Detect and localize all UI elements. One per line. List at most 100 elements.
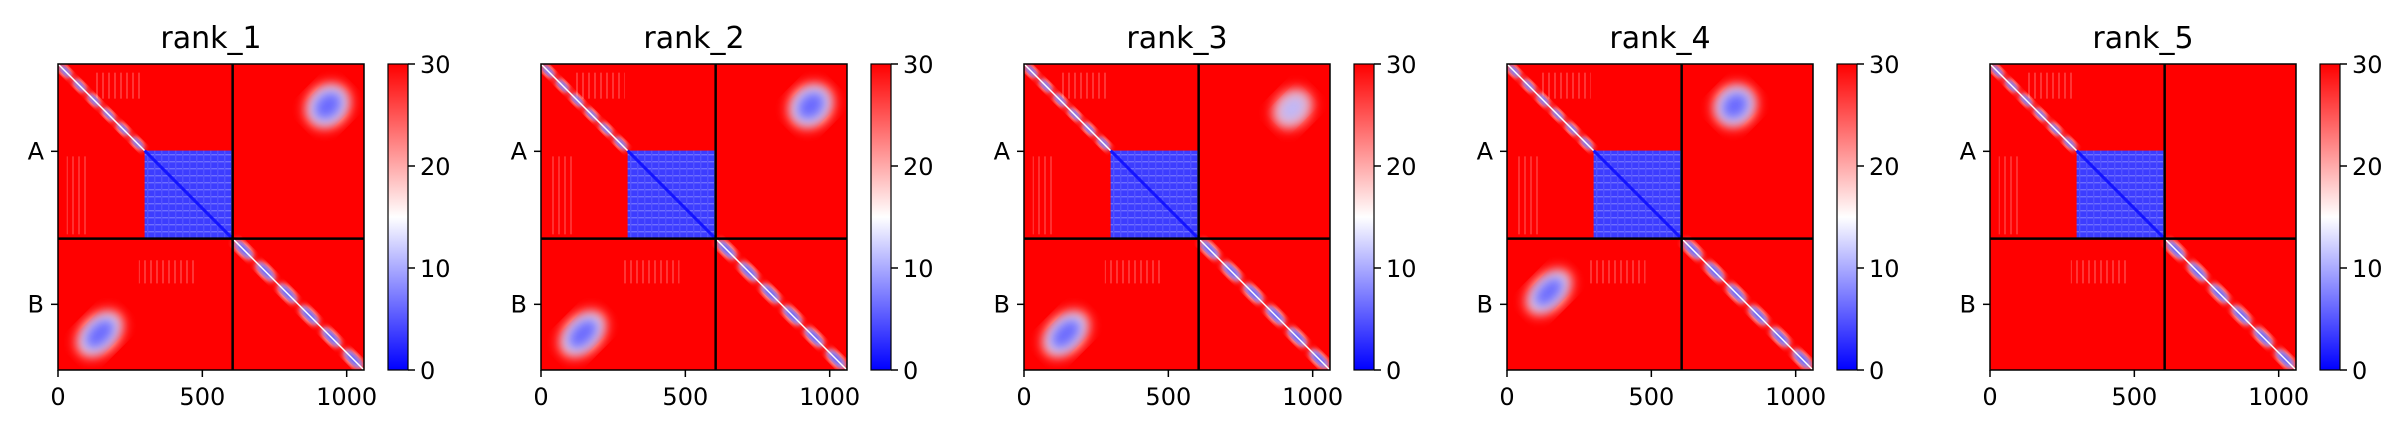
chain-label-B: B (994, 290, 1010, 318)
colorbar (2320, 64, 2340, 370)
chain-label-B: B (28, 290, 44, 318)
colorbar-tick-label: 10 (420, 255, 451, 283)
blue-region-5-line (715, 238, 847, 370)
x-tick-label: 1000 (1282, 383, 1343, 411)
blue-region-1-line (541, 64, 629, 152)
chain-label-A: A (1477, 137, 1494, 165)
x-tick-label: 500 (1628, 383, 1674, 411)
blue-region-5-line (1681, 238, 1813, 370)
blue-region-4-core (1049, 317, 1083, 351)
plot-frame (1023, 63, 1331, 371)
blue-region-3-core (795, 90, 827, 122)
x-tick-label: 1000 (1765, 383, 1826, 411)
blue-region-3-core (1720, 90, 1750, 121)
x-tick-label: 0 (1982, 383, 1997, 411)
heatmap-image (58, 64, 364, 370)
x-tick-label: 0 (1499, 383, 1514, 411)
colorbar-tick-label: 10 (1869, 255, 1900, 283)
texture-a (1541, 72, 1591, 99)
panel-title: rank_1 (160, 21, 261, 56)
texture-a (1058, 72, 1108, 99)
x-tick-label: 0 (1016, 383, 1031, 411)
x-tick-label: 500 (2111, 383, 2157, 411)
heatmap-image (1024, 64, 1330, 370)
blue-region-4-core (83, 317, 117, 351)
x-tick-label: 1000 (316, 383, 377, 411)
blue-region-1-line (1990, 64, 2078, 152)
blue-region-2-diag (626, 149, 717, 240)
colorbar (388, 64, 408, 370)
colorbar-tick-label: 30 (1869, 51, 1900, 79)
colorbar-tick-label: 20 (2352, 153, 2383, 181)
plot-frame (540, 63, 848, 371)
colorbar-tick-label: 0 (2352, 357, 2367, 385)
chain-label-B: B (511, 290, 527, 318)
blue-region-3-line (2164, 238, 2296, 370)
texture-c (2070, 260, 2129, 284)
blue-region-3-core (1278, 94, 1307, 123)
blue-region-2-diag (1592, 149, 1683, 240)
heatmap-panel-1: rank_1 0 500 1000 A B 0 10 20 30 (28, 21, 451, 411)
texture-c (1104, 260, 1163, 284)
chain-label-A: A (994, 137, 1011, 165)
panel-title: rank_4 (1609, 21, 1710, 56)
blue-region-1-line (58, 64, 146, 152)
colorbar (1354, 64, 1374, 370)
texture-c (138, 260, 197, 284)
chain-label-A: A (1960, 137, 1977, 165)
heatmap-image (1990, 64, 2296, 370)
x-tick-label: 0 (533, 383, 548, 411)
texture-b (1032, 156, 1056, 235)
heatmap-image (1507, 64, 1813, 370)
colorbar-frame (2319, 63, 2341, 371)
texture-c (1587, 260, 1646, 284)
x-tick-label: 500 (1145, 383, 1191, 411)
colorbar-tick-label: 0 (420, 357, 435, 385)
colorbar-tick-label: 20 (420, 153, 451, 181)
colorbar-frame (870, 63, 892, 371)
blue-region-2-diag (2075, 149, 2166, 240)
colorbar-tick-label: 20 (1386, 153, 1417, 181)
heatmap-panel-3: rank_3 0 500 1000 A B 0 10 20 30 (994, 21, 1417, 411)
texture-a (2024, 72, 2074, 99)
chain-label-B: B (1477, 290, 1493, 318)
colorbar-tick-label: 10 (1386, 255, 1417, 283)
texture-b (1998, 156, 2022, 235)
colorbar-tick-label: 10 (2352, 255, 2383, 283)
colorbar-tick-label: 30 (903, 51, 934, 79)
blue-region-5-line (232, 238, 364, 370)
colorbar-tick-label: 20 (903, 153, 934, 181)
blue-region-4-core (1532, 276, 1565, 309)
colorbar-tick-label: 30 (1386, 51, 1417, 79)
colorbar (1837, 64, 1857, 370)
x-tick-label: 0 (50, 383, 65, 411)
colorbar-frame (1836, 63, 1858, 371)
heatmap-image (541, 64, 847, 370)
blue-region-1-line (1507, 64, 1595, 152)
blue-region-3-core (312, 90, 344, 122)
chain-label-A: A (511, 137, 528, 165)
chain-label-A: A (28, 137, 45, 165)
blue-region-5-line (1198, 238, 1330, 370)
colorbar-tick-label: 0 (903, 357, 918, 385)
panel-title: rank_2 (643, 21, 744, 56)
plot-frame (1989, 63, 2297, 371)
heatmap-panel-2: rank_2 0 500 1000 A B 0 10 20 30 (511, 21, 934, 411)
chain-label-B: B (1960, 290, 1976, 318)
blue-region-2-diag (143, 149, 234, 240)
blue-region-1-line (1024, 64, 1112, 152)
blue-region-4-core (566, 317, 600, 351)
x-tick-label: 500 (179, 383, 225, 411)
colorbar-tick-label: 0 (1386, 357, 1401, 385)
colorbar-frame (1353, 63, 1375, 371)
plot-frame (57, 63, 365, 371)
plot-frame (1506, 63, 1814, 371)
colorbar-tick-label: 30 (2352, 51, 2383, 79)
heatmap-panel-4: rank_4 0 500 1000 A B 0 10 20 30 (1477, 21, 1900, 411)
texture-b (1515, 156, 1539, 235)
panel-title: rank_5 (2092, 21, 2193, 56)
colorbar-tick-label: 20 (1869, 153, 1900, 181)
texture-b (549, 156, 573, 235)
texture-b (66, 156, 90, 235)
